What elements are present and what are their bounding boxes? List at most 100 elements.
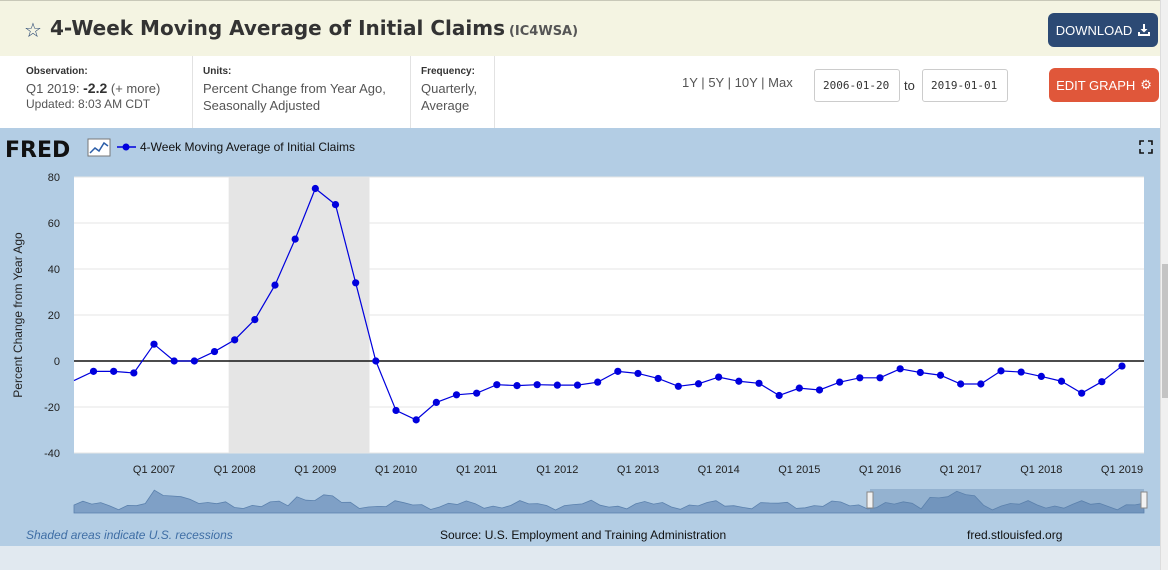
range-1y-link[interactable]: 1Y bbox=[682, 75, 698, 90]
star-icon[interactable]: ☆ bbox=[24, 18, 42, 42]
data-point[interactable] bbox=[130, 369, 138, 377]
data-point[interactable] bbox=[694, 380, 703, 388]
divider bbox=[494, 56, 495, 128]
y-tick-label: 20 bbox=[48, 310, 60, 322]
data-point[interactable] bbox=[795, 384, 803, 392]
data-point[interactable] bbox=[251, 316, 259, 324]
data-point[interactable] bbox=[916, 368, 924, 377]
data-point[interactable] bbox=[231, 336, 239, 344]
data-point[interactable] bbox=[493, 381, 501, 389]
data-point[interactable] bbox=[1078, 389, 1086, 397]
data-point[interactable] bbox=[412, 416, 420, 424]
data-point[interactable] bbox=[614, 367, 622, 375]
download-icon bbox=[1138, 24, 1151, 36]
data-point[interactable] bbox=[392, 406, 400, 415]
data-point[interactable] bbox=[634, 369, 642, 378]
navigator-selection bbox=[870, 489, 1144, 513]
data-point[interactable] bbox=[331, 201, 340, 209]
recession-note: Shaded areas indicate U.S. recessions bbox=[26, 528, 233, 542]
data-point[interactable] bbox=[876, 374, 884, 382]
data-point[interactable] bbox=[896, 365, 904, 373]
range-separator: | bbox=[727, 75, 731, 90]
data-point[interactable] bbox=[815, 386, 824, 394]
data-point[interactable] bbox=[1057, 377, 1066, 385]
data-point[interactable] bbox=[352, 279, 360, 287]
data-point[interactable] bbox=[553, 381, 561, 389]
data-point[interactable] bbox=[110, 367, 118, 375]
data-point[interactable] bbox=[190, 357, 198, 365]
x-tick-label: Q1 2019 bbox=[1101, 464, 1143, 476]
site-link[interactable]: fred.stlouisfed.org bbox=[967, 528, 1062, 542]
data-point[interactable] bbox=[1037, 372, 1045, 381]
fred-logo-chart-icon bbox=[87, 138, 111, 157]
data-point[interactable] bbox=[957, 380, 965, 388]
data-point[interactable] bbox=[735, 377, 743, 385]
data-point[interactable] bbox=[755, 379, 763, 387]
data-point[interactable] bbox=[170, 357, 178, 365]
frequency-heading: Frequency: bbox=[421, 66, 475, 77]
data-point[interactable] bbox=[936, 371, 945, 379]
page-title: 4-Week Moving Average of Initial Claims(… bbox=[50, 16, 578, 40]
data-point[interactable] bbox=[1098, 378, 1106, 386]
range-navigator[interactable] bbox=[73, 489, 1148, 514]
edit-graph-label: EDIT GRAPH bbox=[1056, 77, 1136, 93]
y-tick-label: 80 bbox=[48, 172, 60, 184]
fullscreen-icon[interactable] bbox=[1139, 140, 1153, 154]
x-tick-label: Q1 2014 bbox=[698, 464, 740, 476]
frequency-block: Frequency: Quarterly, Average bbox=[421, 66, 477, 114]
end-date-input[interactable]: 2019-01-01 bbox=[922, 69, 1008, 102]
data-point[interactable] bbox=[674, 382, 682, 390]
data-point[interactable] bbox=[1118, 362, 1126, 370]
data-point[interactable] bbox=[836, 378, 844, 386]
edit-graph-button[interactable]: EDIT GRAPH ⚙ bbox=[1049, 68, 1159, 102]
data-point[interactable] bbox=[594, 378, 602, 386]
data-point[interactable] bbox=[977, 380, 985, 388]
x-tick-label: Q1 2007 bbox=[133, 464, 175, 476]
data-point[interactable] bbox=[291, 235, 299, 243]
data-point[interactable] bbox=[210, 347, 219, 356]
data-point[interactable] bbox=[473, 389, 481, 397]
data-point[interactable] bbox=[573, 381, 582, 389]
navigator-left-handle[interactable] bbox=[866, 491, 874, 509]
start-date-input[interactable]: 2006-01-20 bbox=[814, 69, 900, 102]
updated-time: Updated: 8:03 AM CDT bbox=[26, 97, 151, 111]
footer-strip bbox=[0, 546, 1160, 570]
data-point[interactable] bbox=[150, 340, 158, 348]
frequency-line1: Quarterly, bbox=[421, 81, 478, 96]
data-point[interactable] bbox=[452, 391, 461, 399]
data-point[interactable] bbox=[432, 398, 440, 406]
x-tick-label: Q1 2010 bbox=[375, 464, 417, 476]
units-heading: Units: bbox=[203, 66, 232, 77]
navigator-right-handle[interactable] bbox=[1140, 491, 1148, 509]
legend-label: 4-Week Moving Average of Initial Claims bbox=[140, 140, 355, 154]
range-5y-link[interactable]: 5Y bbox=[708, 75, 724, 90]
data-point[interactable] bbox=[856, 374, 864, 382]
observation-more-link[interactable]: (+ more) bbox=[110, 81, 161, 96]
divider bbox=[410, 56, 411, 128]
scrollbar-thumb[interactable] bbox=[1162, 264, 1168, 398]
range-max-link[interactable]: Max bbox=[768, 75, 793, 90]
series-title: 4-Week Moving Average of Initial Claims bbox=[50, 16, 505, 40]
data-point[interactable] bbox=[89, 367, 98, 375]
navigator-area bbox=[73, 489, 1145, 514]
data-point[interactable] bbox=[997, 367, 1005, 375]
download-button[interactable]: DOWNLOAD bbox=[1048, 13, 1158, 47]
data-point[interactable] bbox=[1017, 368, 1025, 376]
data-point[interactable] bbox=[372, 357, 380, 365]
data-point[interactable] bbox=[533, 381, 541, 389]
page-scrollbar[interactable] bbox=[1160, 0, 1168, 570]
x-tick-label: Q1 2018 bbox=[1020, 464, 1062, 476]
data-point[interactable] bbox=[513, 382, 521, 390]
fred-logo: FRED bbox=[5, 138, 70, 163]
data-point[interactable] bbox=[311, 184, 319, 193]
y-tick-label: 40 bbox=[48, 264, 60, 276]
data-point[interactable] bbox=[775, 391, 783, 400]
frequency-line2: Average bbox=[421, 98, 470, 113]
range-10y-link[interactable]: 10Y bbox=[734, 75, 758, 90]
y-tick-label: 0 bbox=[54, 356, 60, 368]
observation-value: -2.2 bbox=[83, 80, 108, 96]
data-point[interactable] bbox=[715, 373, 723, 381]
data-point[interactable] bbox=[654, 374, 662, 383]
data-point[interactable] bbox=[271, 281, 279, 289]
